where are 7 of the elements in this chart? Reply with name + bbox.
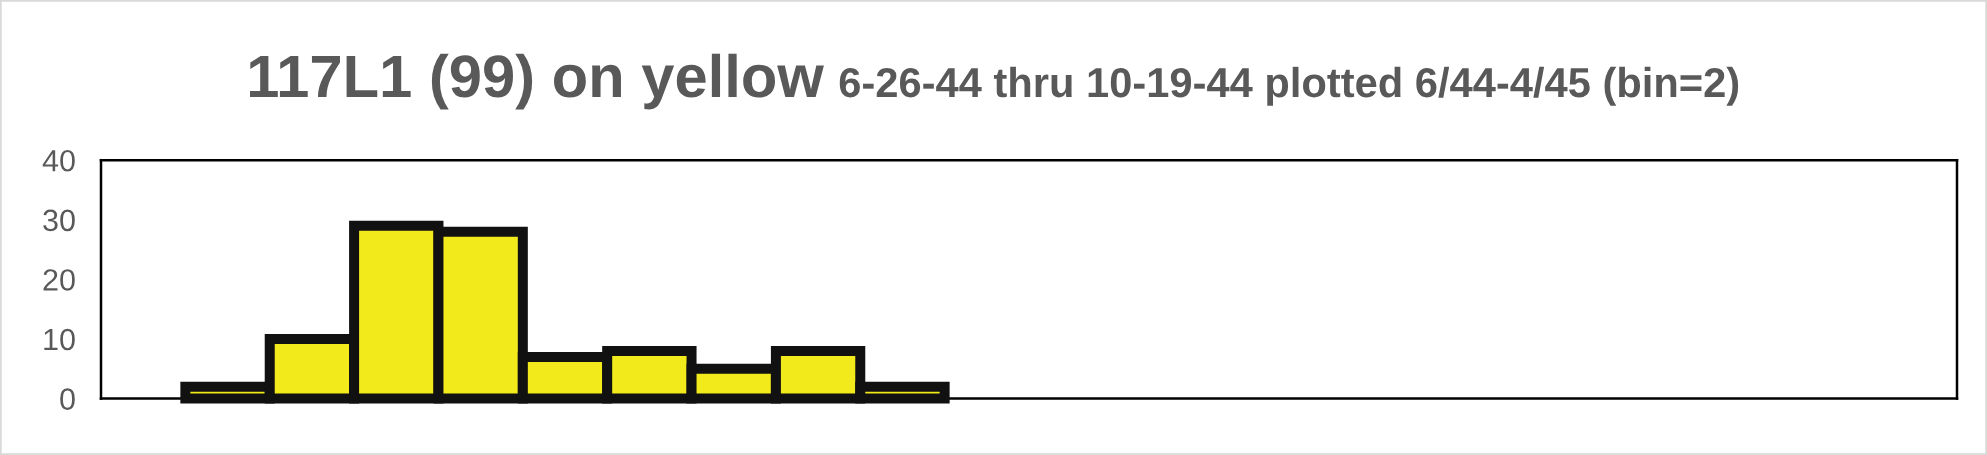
y-tick-label: 0 bbox=[60, 388, 75, 410]
y-tick-label: 30 bbox=[43, 209, 75, 232]
y-tick-label: 40 bbox=[42, 149, 75, 172]
y-tick-label: 20 bbox=[43, 269, 75, 291]
chart-subtitle: 6-26-44 thru 10-19-44 plotted 6/44-4/45 (bin=2) bbox=[839, 66, 1739, 106]
chart-title: 117L1 (99) on yellow bbox=[250, 53, 824, 110]
y-tick-label: 10 bbox=[44, 328, 75, 351]
